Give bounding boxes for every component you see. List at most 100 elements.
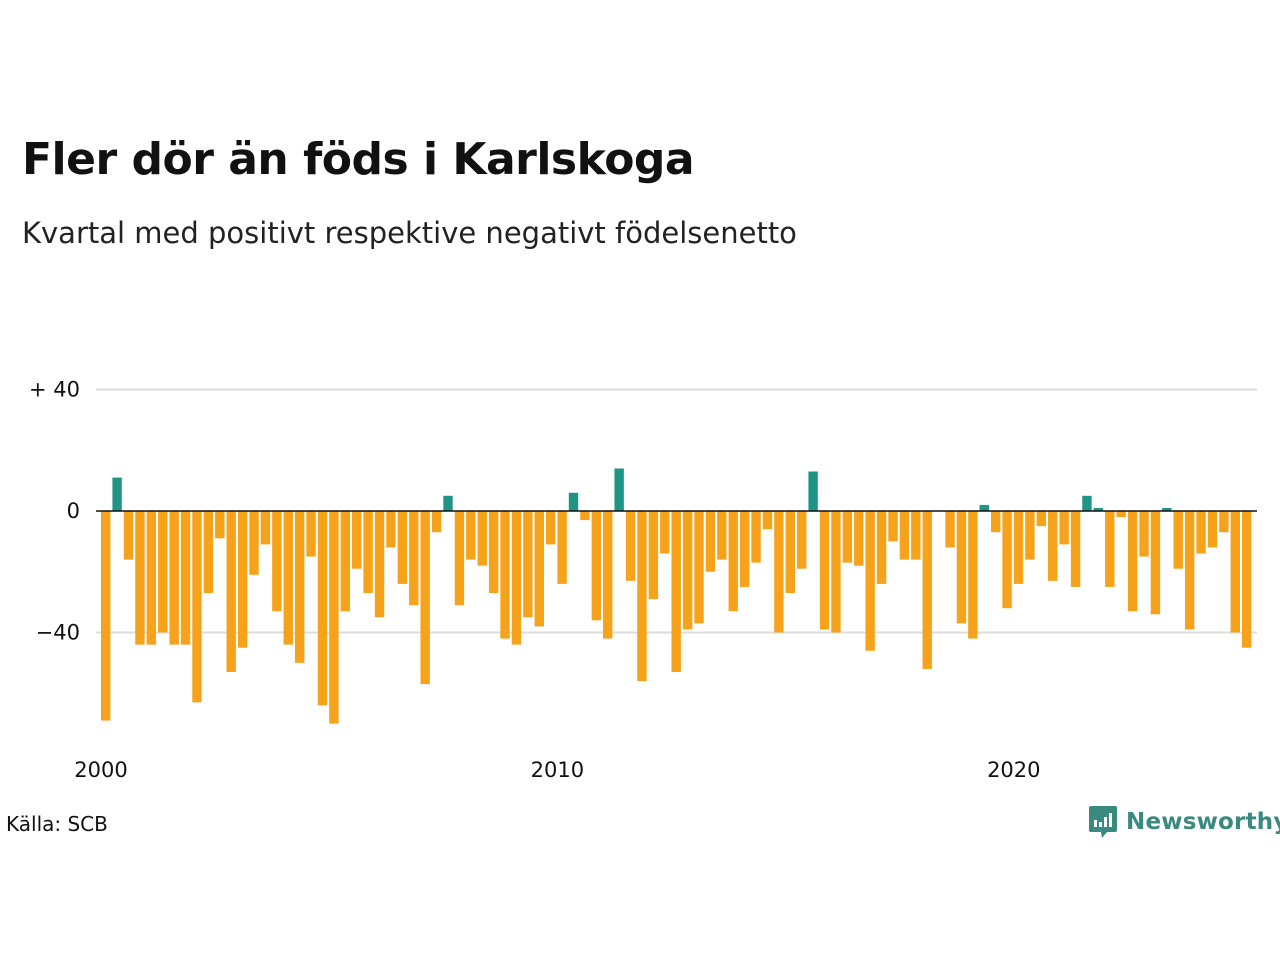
bar bbox=[101, 511, 111, 721]
bar bbox=[945, 511, 955, 548]
bar bbox=[306, 511, 316, 557]
bar bbox=[762, 511, 773, 530]
source-note: Källa: SCB bbox=[6, 812, 108, 836]
bar bbox=[614, 468, 624, 511]
bar bbox=[488, 511, 499, 594]
bar bbox=[431, 511, 442, 533]
y-tick-label: −40 bbox=[36, 621, 80, 645]
bar bbox=[454, 511, 465, 606]
bar bbox=[876, 511, 887, 584]
bar bbox=[260, 511, 271, 545]
bar bbox=[865, 511, 875, 651]
bar bbox=[1070, 511, 1081, 587]
bar bbox=[340, 511, 351, 612]
bar bbox=[329, 511, 339, 724]
axes: + 40 0 −40 2000 2010 2020 bbox=[29, 378, 1257, 782]
bar bbox=[968, 511, 978, 639]
bar bbox=[1150, 511, 1161, 615]
bar bbox=[797, 511, 807, 569]
chart-subtitle: Kvartal med positivt respektive negativt… bbox=[22, 216, 797, 250]
bar bbox=[1127, 511, 1138, 612]
bar bbox=[294, 511, 305, 663]
bar bbox=[888, 511, 898, 542]
bar bbox=[180, 511, 191, 645]
bar bbox=[420, 511, 430, 685]
bar bbox=[272, 511, 282, 612]
bar bbox=[1173, 511, 1183, 569]
bar bbox=[215, 511, 225, 539]
chart-title: Fler dör än föds i Karlskoga bbox=[22, 134, 695, 185]
bar bbox=[1013, 511, 1024, 584]
bar bbox=[660, 511, 670, 554]
bar bbox=[1219, 511, 1229, 533]
x-tick-label: 2000 bbox=[74, 758, 127, 782]
bar bbox=[922, 511, 932, 669]
x-tick-label: 2020 bbox=[987, 758, 1040, 782]
bar bbox=[534, 511, 544, 627]
bar bbox=[854, 511, 864, 566]
bar bbox=[568, 492, 579, 512]
bar bbox=[625, 511, 636, 581]
bar bbox=[443, 495, 453, 511]
bar bbox=[899, 511, 910, 560]
bar bbox=[717, 511, 727, 560]
bar bbox=[1162, 507, 1172, 511]
bar bbox=[979, 504, 989, 512]
bar bbox=[523, 511, 533, 618]
bar bbox=[135, 511, 145, 645]
bar bbox=[409, 511, 419, 606]
bar bbox=[249, 511, 259, 575]
bar bbox=[1184, 511, 1195, 630]
bar bbox=[397, 511, 408, 584]
bar bbox=[1048, 511, 1058, 581]
bar bbox=[694, 511, 704, 624]
bar bbox=[1242, 511, 1252, 648]
bar bbox=[466, 511, 476, 560]
y-tick-label: 0 bbox=[67, 499, 80, 523]
bar bbox=[739, 511, 750, 587]
bar bbox=[591, 511, 602, 621]
bar bbox=[237, 511, 248, 648]
bar bbox=[1082, 495, 1092, 511]
bar bbox=[192, 511, 202, 703]
bar bbox=[112, 477, 122, 511]
bar bbox=[283, 511, 293, 645]
bar bbox=[477, 511, 487, 566]
bar bbox=[774, 511, 784, 633]
bar bbox=[158, 511, 168, 633]
bar bbox=[1105, 511, 1115, 587]
bar bbox=[317, 511, 328, 706]
bar bbox=[705, 511, 716, 572]
bar bbox=[808, 471, 818, 511]
bar bbox=[751, 511, 761, 563]
bar bbox=[545, 511, 556, 545]
bar bbox=[911, 511, 921, 560]
bar bbox=[123, 511, 134, 560]
bar bbox=[1025, 511, 1035, 560]
bar bbox=[580, 511, 590, 521]
bar bbox=[226, 511, 236, 672]
bar bbox=[386, 511, 396, 548]
bar bbox=[682, 511, 693, 630]
bar bbox=[1036, 511, 1047, 527]
bar bbox=[990, 511, 1001, 533]
bar bbox=[842, 511, 853, 563]
x-tick-label: 2010 bbox=[531, 758, 584, 782]
brand-logo[interactable]: Newsworthy bbox=[1088, 804, 1280, 840]
bar bbox=[603, 511, 613, 639]
y-tick-label: + 40 bbox=[29, 378, 80, 402]
bar-chart: + 40 0 −40 2000 2010 2020 bbox=[29, 378, 1257, 782]
brand-name: Newsworthy bbox=[1126, 809, 1280, 835]
bar bbox=[1059, 511, 1069, 545]
bar bbox=[728, 511, 738, 612]
bar bbox=[557, 511, 567, 584]
bar bbox=[956, 511, 967, 624]
bar bbox=[500, 511, 510, 639]
bar bbox=[1002, 511, 1012, 609]
bar bbox=[374, 511, 385, 618]
bar bbox=[1230, 511, 1240, 633]
bar bbox=[511, 511, 522, 645]
bar bbox=[1139, 511, 1149, 557]
bar bbox=[648, 511, 659, 600]
bar bbox=[363, 511, 373, 594]
